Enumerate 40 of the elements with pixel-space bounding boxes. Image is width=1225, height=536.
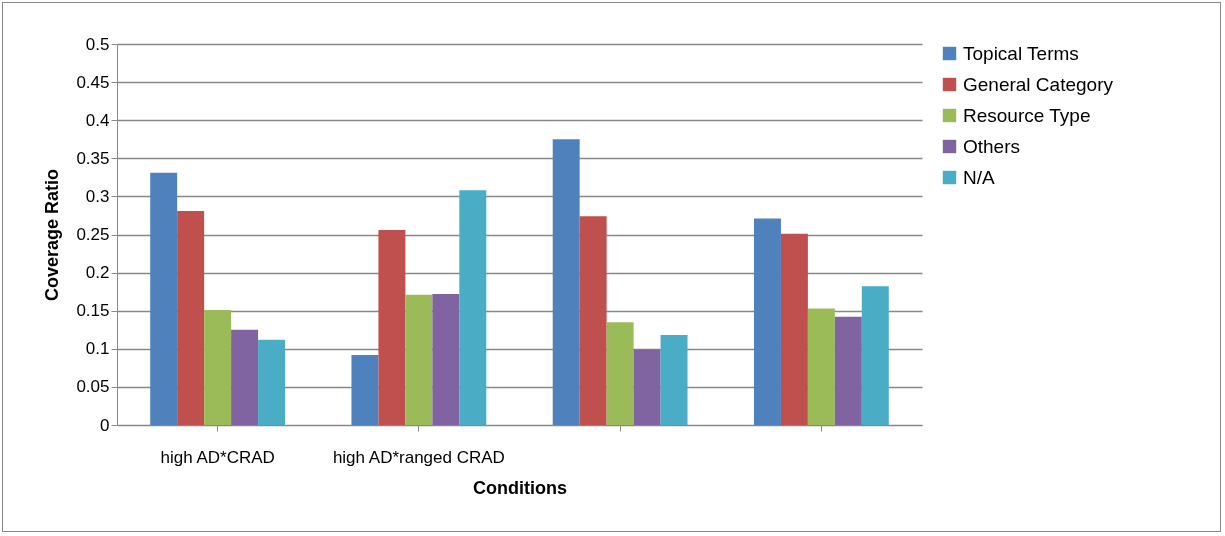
y-tick-label: 0.1 <box>85 339 110 359</box>
bar <box>633 349 661 425</box>
bar <box>459 190 487 425</box>
legend-label: General Category <box>963 73 1114 95</box>
bar <box>606 322 634 425</box>
legend-label: Resource Type <box>963 104 1091 126</box>
bar <box>861 286 889 425</box>
bar <box>432 293 460 425</box>
x-tick-label: high AD*ranged CRAD <box>332 447 505 467</box>
legend-label: Others <box>963 135 1021 157</box>
bar <box>258 339 286 425</box>
y-tick-label: 0 <box>100 415 110 435</box>
y-tick-label: 0.35 <box>76 148 110 168</box>
bar <box>834 316 862 425</box>
bar <box>660 335 688 425</box>
y-tick-label: 0.45 <box>76 72 110 92</box>
legend-label: Topical Terms <box>963 42 1079 64</box>
bar <box>177 210 205 425</box>
bar <box>378 229 406 425</box>
y-tick-label: 0.05 <box>76 377 110 397</box>
y-tick-label: 0.2 <box>85 263 110 283</box>
bar <box>405 294 433 425</box>
y-tick-label: 0.15 <box>76 301 110 321</box>
bar <box>150 172 178 425</box>
bar <box>204 309 232 425</box>
bar <box>753 218 781 425</box>
bar <box>780 233 808 425</box>
bar <box>552 139 580 425</box>
legend-label: N/A <box>963 166 995 188</box>
bar <box>351 354 379 425</box>
x-axis-title: Conditions <box>473 477 567 498</box>
y-tick-label: 0.3 <box>85 186 110 206</box>
y-tick-label: 0.5 <box>85 34 110 54</box>
y-axis-title: Coverage Ratio <box>42 168 63 302</box>
y-tick-label: 0.25 <box>76 225 110 244</box>
y-tick-label: 0.4 <box>85 110 110 130</box>
x-tick-label: high AD*CRAD <box>160 447 275 467</box>
bar <box>231 329 259 425</box>
bar <box>579 216 607 425</box>
bar <box>807 308 835 425</box>
